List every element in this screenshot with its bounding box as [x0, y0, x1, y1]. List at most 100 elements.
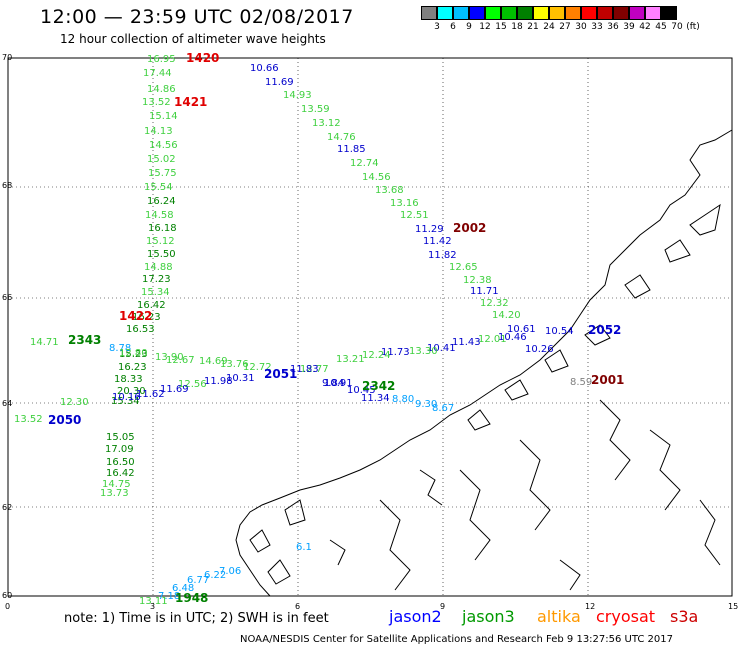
- wave-height-value: 14.75: [102, 479, 131, 490]
- scale-swatch: [533, 6, 549, 20]
- lat-label: 60: [2, 591, 12, 600]
- wave-height-value: 7.06: [219, 566, 241, 577]
- page-title: 12:00 — 23:59 UTC 02/08/2017: [40, 6, 354, 28]
- wave-height-value: 15.02: [147, 154, 176, 165]
- wave-height-value: 12.74: [350, 158, 379, 169]
- scale-swatch: [581, 6, 597, 20]
- pass-time-label: 1420: [186, 51, 219, 65]
- scale-swatch: [421, 6, 437, 20]
- wave-height-value: 13.90: [155, 352, 184, 363]
- note-text: note: 1) Time is in UTC; 2) SWH is in fe…: [64, 611, 329, 626]
- wave-height-value: 18.33: [114, 374, 143, 385]
- wave-height-value: 11.98: [204, 376, 233, 387]
- wave-height-value: 10.16: [112, 392, 141, 403]
- wave-height-value: 12.56: [178, 379, 207, 390]
- wave-height-value: 11.69: [160, 384, 189, 395]
- wave-height-value: 14.58: [145, 210, 174, 221]
- scale-label: 33: [591, 22, 603, 32]
- scale-label: 27: [559, 22, 571, 32]
- coastline: [235, 129, 733, 597]
- scale-label: (ft): [686, 22, 700, 32]
- wave-height-value: 6.1: [296, 542, 312, 553]
- pass-time-label: 2001: [591, 373, 624, 387]
- wave-height-value: 10.26: [525, 344, 554, 355]
- scale-swatch: [613, 6, 629, 20]
- lon-label: 12: [585, 602, 595, 611]
- wave-height-value: 15.14: [149, 111, 178, 122]
- wave-height-value: 14.56: [362, 172, 391, 183]
- wave-height-value: 15.34: [141, 287, 170, 298]
- scale-label: 3: [434, 22, 440, 32]
- pass-time-label: 2050: [48, 413, 81, 427]
- wave-height-value: 13.52: [142, 97, 171, 108]
- wave-height-value: 17.44: [143, 68, 172, 79]
- wave-height-value: 12.65: [449, 262, 478, 273]
- wave-height-value: 15.50: [147, 249, 176, 260]
- wave-height-value: 11.71: [470, 286, 499, 297]
- wave-height-value: 10.31: [226, 373, 255, 384]
- scale-label: 70: [671, 22, 683, 32]
- wave-height-value: 14.56: [149, 140, 178, 151]
- wave-height-value: 6.22: [204, 570, 226, 581]
- pass-time-label: 2051: [264, 367, 297, 381]
- satellite-legend-altika: altika: [537, 607, 581, 626]
- wave-height-value: 14.71: [30, 337, 59, 348]
- lat-label: 66: [2, 293, 12, 302]
- scale-label: 21: [527, 22, 539, 32]
- wave-height-value: 13.59: [301, 104, 330, 115]
- wave-height-value: 11.73: [381, 347, 410, 358]
- pass-time-label: 2002: [453, 221, 486, 235]
- wave-height-value: 12.72: [243, 362, 272, 373]
- wave-height-value: 10.61: [507, 324, 536, 335]
- wave-height-value: 8.19: [0, 0, 22, 3]
- lon-label: 6: [295, 602, 300, 611]
- wave-height-value: 11.62: [136, 389, 165, 400]
- wave-height-value: 13.11: [139, 596, 168, 607]
- wave-height-value: 14.93: [283, 90, 312, 101]
- wave-height-value: 12.24: [362, 350, 391, 361]
- scale-swatch: [565, 6, 581, 20]
- map-frame: [7, 57, 733, 597]
- scale-swatch: [437, 6, 453, 20]
- wave-height-labels: 16.95 17.44 14.86 13.52 15.14 14.13 14.56 15.02…: [0, 0, 624, 607]
- wave-height-value: 12.32: [480, 298, 509, 309]
- wave-height-value: 16.53: [126, 324, 155, 335]
- wave-height-value: 8.78: [109, 343, 131, 354]
- satellite-legend-s3a: s3a: [670, 607, 699, 626]
- wave-height-value: 13.30: [409, 346, 438, 357]
- wave-height-value: 17.23: [142, 274, 171, 285]
- scale-label: 18: [511, 22, 523, 32]
- wave-height-value: 14.20: [492, 310, 521, 321]
- wave-height-value: 15.12: [146, 236, 175, 247]
- pass-time-label: 2342: [362, 379, 395, 393]
- satellite-legend-jason2: jason2: [389, 607, 442, 626]
- wave-height-value: 12.80: [119, 348, 148, 359]
- wave-height-value: 12.30: [60, 397, 89, 408]
- wave-height-value: 11.69: [265, 77, 294, 88]
- axis-labels: 70 68 66 64 62 60 0 3 6 9 12 15: [2, 53, 738, 611]
- scale-label: 15: [495, 22, 507, 32]
- satellite-legend-jason3: jason3: [462, 607, 515, 626]
- wave-height-value: 6.77: [187, 575, 209, 586]
- wave-height-value: 14.88: [144, 262, 173, 273]
- scale-label: 30: [575, 22, 587, 32]
- wave-height-value: 9.84: [322, 378, 344, 389]
- lat-label: 70: [2, 53, 12, 62]
- lon-label: 15: [728, 602, 738, 611]
- wave-height-value: 11.29: [415, 224, 444, 235]
- pass-time-label: 1421: [174, 95, 207, 109]
- scale-swatch: [485, 6, 501, 20]
- wave-height-value: 8.59: [570, 377, 592, 388]
- wave-height-value: 15.23: [119, 349, 148, 360]
- scale-swatch: [645, 6, 661, 20]
- wave-height-value: 16.18: [148, 223, 177, 234]
- wave-height-value: 20.30: [117, 386, 146, 397]
- wave-height-value: 14.69: [199, 356, 228, 367]
- scale-swatch: [501, 6, 517, 20]
- wave-height-value: 14.76: [327, 132, 356, 143]
- wave-height-value: 10.54: [545, 326, 574, 337]
- wave-height-value: 12.38: [463, 275, 492, 286]
- lon-label: 0: [5, 602, 10, 611]
- wave-height-value: 10.66: [250, 63, 279, 74]
